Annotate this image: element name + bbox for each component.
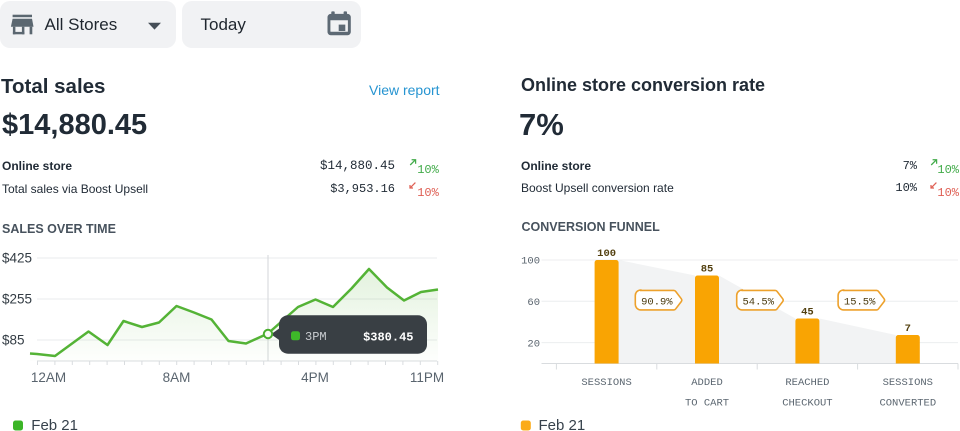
svg-text:100: 100 [597, 248, 616, 260]
svg-text:Feb 21: Feb 21 [539, 417, 586, 431]
svg-text:CHECKOUT: CHECKOUT [782, 398, 832, 410]
svg-text:12AM: 12AM [31, 370, 66, 385]
svg-text:54.5%: 54.5% [743, 296, 775, 308]
svg-text:7: 7 [905, 323, 911, 335]
svg-text:SESSIONS: SESSIONS [883, 377, 933, 389]
svg-text:Feb 21: Feb 21 [31, 417, 78, 431]
svg-text:45: 45 [801, 307, 814, 319]
svg-text:8AM: 8AM [163, 370, 191, 385]
svg-text:3PM: 3PM [305, 330, 327, 344]
svg-text:4PM: 4PM [301, 370, 329, 385]
svg-text:90.9%: 90.9% [641, 296, 673, 308]
svg-text:$85: $85 [2, 333, 25, 348]
svg-text:$380.45: $380.45 [363, 330, 413, 344]
svg-text:$255: $255 [2, 292, 32, 307]
svg-text:$425: $425 [2, 251, 32, 266]
svg-text:85: 85 [701, 264, 714, 276]
svg-text:TO CART: TO CART [685, 398, 729, 410]
svg-text:20: 20 [527, 338, 540, 350]
svg-text:SESSIONS: SESSIONS [581, 377, 631, 389]
svg-text:60: 60 [527, 297, 540, 309]
svg-text:CONVERTED: CONVERTED [879, 398, 936, 410]
svg-text:ADDED: ADDED [691, 377, 723, 389]
svg-text:REACHED: REACHED [785, 377, 829, 389]
svg-text:100: 100 [521, 256, 540, 268]
svg-text:11PM: 11PM [410, 370, 444, 385]
svg-text:15.5%: 15.5% [844, 296, 876, 308]
